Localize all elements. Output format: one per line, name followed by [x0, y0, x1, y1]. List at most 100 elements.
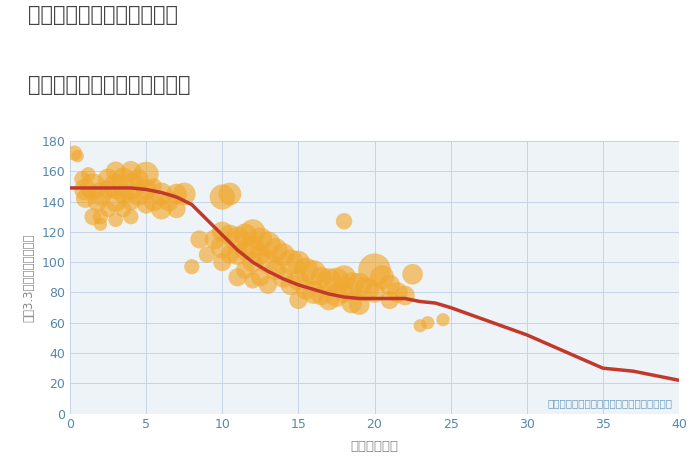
Point — [346, 299, 357, 307]
Point — [369, 289, 380, 296]
Point — [323, 276, 335, 284]
Point — [247, 228, 258, 235]
Point — [141, 171, 152, 178]
Point — [224, 231, 235, 239]
Y-axis label: 坪（3.3㎡）単価（万円）: 坪（3.3㎡）単価（万円） — [22, 233, 36, 321]
Point — [239, 246, 251, 254]
Text: 築年数別中古マンション価格: 築年数別中古マンション価格 — [28, 75, 190, 95]
Point — [209, 235, 220, 243]
Point — [308, 289, 319, 296]
Point — [217, 228, 228, 235]
Point — [156, 190, 167, 198]
Point — [247, 243, 258, 251]
Point — [407, 271, 418, 278]
Point — [422, 319, 433, 327]
Point — [125, 167, 136, 175]
Point — [110, 198, 121, 205]
Text: 円の大きさは、取引のあった物件面積を示す: 円の大きさは、取引のあった物件面積を示す — [548, 398, 673, 408]
Point — [125, 183, 136, 190]
Point — [262, 240, 274, 248]
Point — [255, 235, 266, 243]
Point — [339, 289, 350, 296]
Point — [118, 190, 129, 198]
Point — [69, 149, 80, 157]
Point — [339, 274, 350, 281]
Point — [95, 213, 106, 220]
Point — [80, 186, 91, 193]
Point — [300, 266, 312, 274]
Point — [285, 258, 296, 266]
Point — [346, 281, 357, 289]
Point — [384, 281, 395, 289]
Point — [72, 152, 83, 160]
Point — [92, 198, 103, 205]
Point — [194, 235, 205, 243]
Point — [232, 274, 243, 281]
Point — [217, 243, 228, 251]
Point — [102, 175, 113, 183]
Point — [141, 201, 152, 208]
Point — [102, 205, 113, 213]
Point — [392, 289, 403, 296]
Point — [232, 235, 243, 243]
Point — [262, 258, 274, 266]
Point — [171, 205, 182, 213]
Point — [293, 276, 304, 284]
Point — [377, 274, 388, 281]
Point — [384, 296, 395, 304]
Point — [354, 281, 365, 289]
Point — [217, 193, 228, 201]
Point — [331, 292, 342, 299]
Point — [285, 281, 296, 289]
Point — [369, 266, 380, 274]
Point — [323, 296, 335, 304]
Point — [80, 195, 91, 202]
Point — [399, 292, 410, 299]
Point — [76, 175, 88, 183]
Point — [293, 258, 304, 266]
Point — [118, 205, 129, 213]
Point — [277, 274, 289, 281]
Text: 奈良県奈良市中登美ヶ丘の: 奈良県奈良市中登美ヶ丘の — [28, 5, 178, 25]
Point — [239, 231, 251, 239]
Point — [308, 269, 319, 276]
Point — [156, 205, 167, 213]
Point — [88, 183, 99, 190]
Point — [118, 175, 129, 183]
Point — [83, 171, 94, 178]
Point — [163, 198, 174, 205]
Point — [133, 190, 144, 198]
Point — [316, 292, 327, 299]
Point — [438, 316, 449, 323]
Point — [110, 216, 121, 224]
Point — [125, 213, 136, 220]
Point — [247, 276, 258, 284]
Point — [239, 266, 251, 274]
Point — [171, 190, 182, 198]
Point — [224, 251, 235, 258]
Point — [95, 220, 106, 228]
Point — [88, 213, 99, 220]
Point — [232, 251, 243, 258]
Point — [224, 190, 235, 198]
Point — [262, 281, 274, 289]
Point — [148, 198, 160, 205]
X-axis label: 築年数（年）: 築年数（年） — [351, 440, 398, 453]
Point — [110, 183, 121, 190]
Point — [202, 251, 213, 258]
Point — [141, 186, 152, 193]
Point — [277, 251, 289, 258]
Point — [255, 274, 266, 281]
Point — [125, 198, 136, 205]
Point — [148, 183, 160, 190]
Point — [247, 258, 258, 266]
Point — [270, 266, 281, 274]
Point — [133, 175, 144, 183]
Point — [95, 190, 106, 198]
Point — [178, 190, 190, 198]
Point — [293, 296, 304, 304]
Point — [300, 286, 312, 293]
Point — [255, 251, 266, 258]
Point — [339, 218, 350, 225]
Point — [186, 263, 197, 270]
